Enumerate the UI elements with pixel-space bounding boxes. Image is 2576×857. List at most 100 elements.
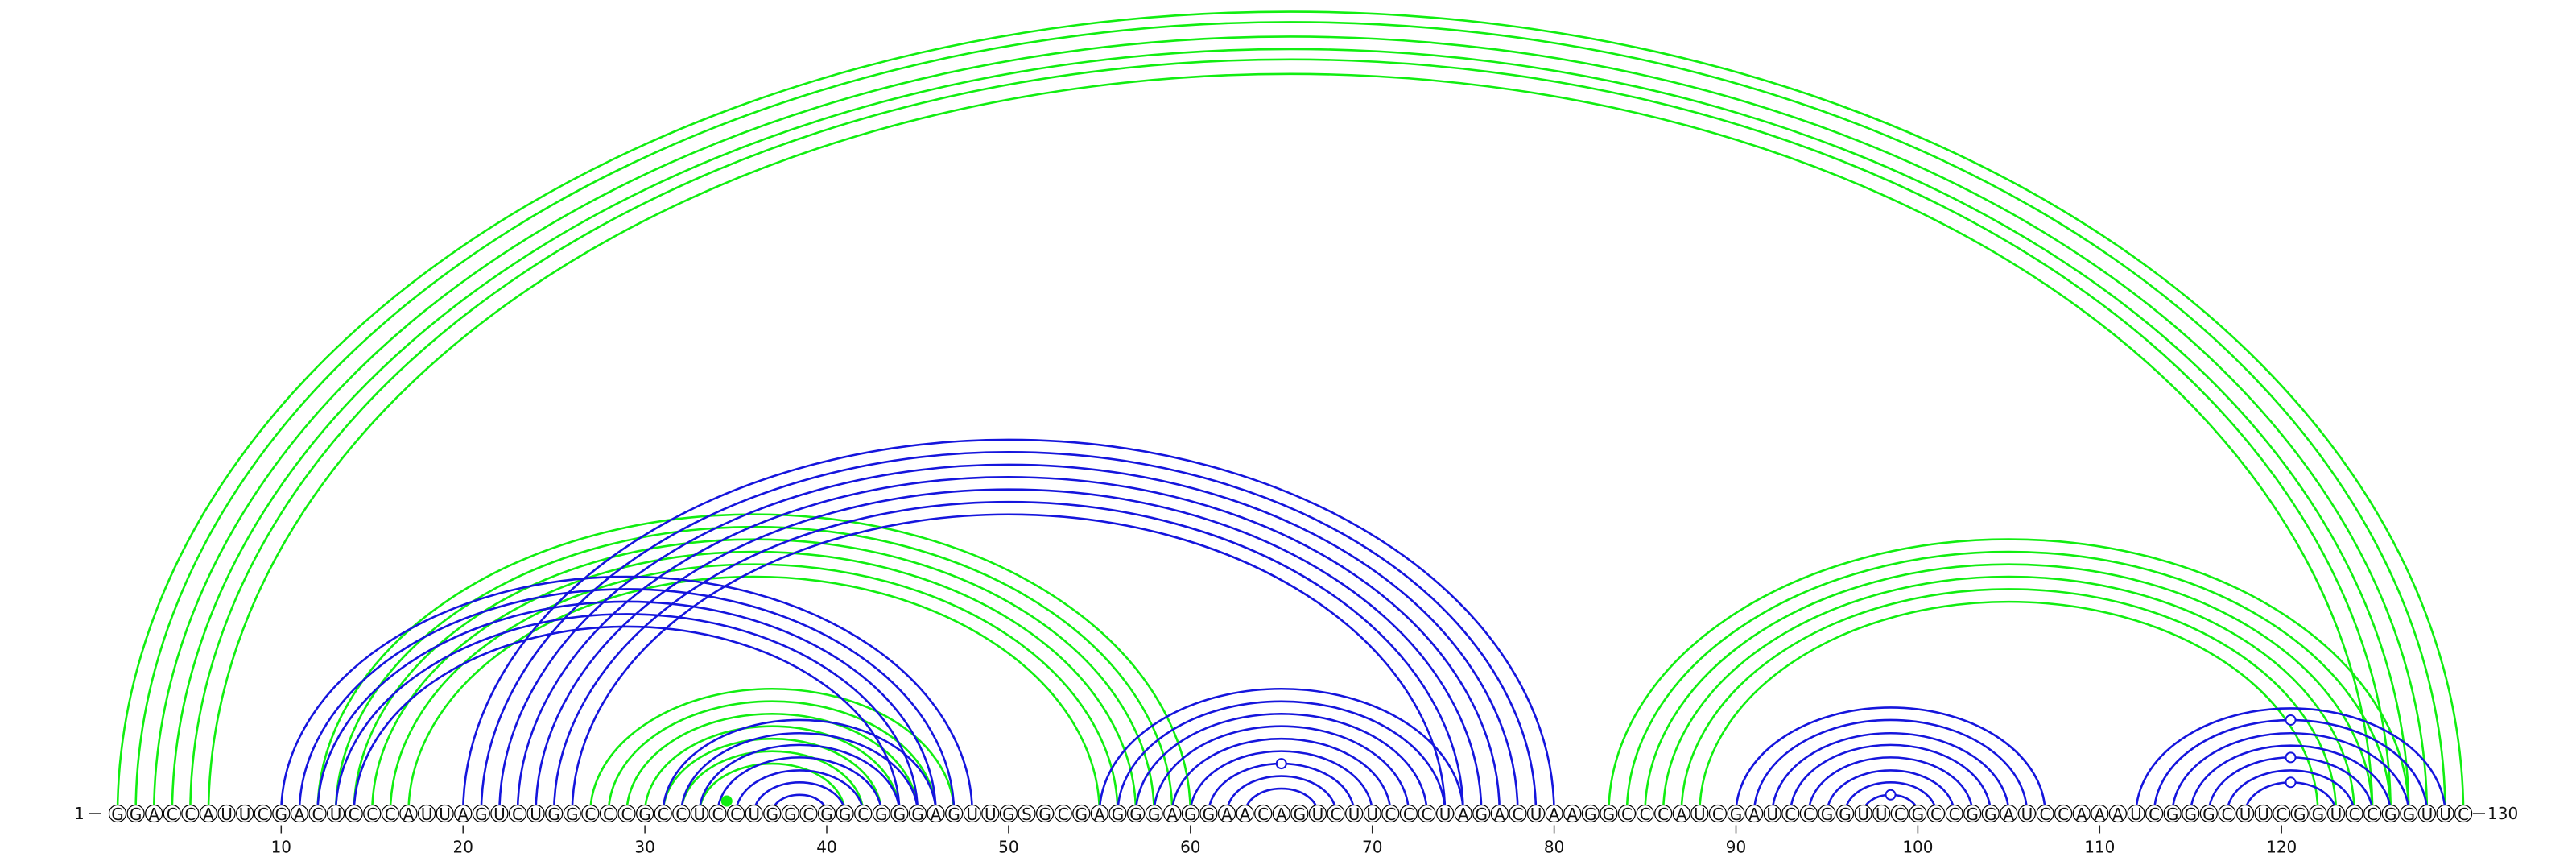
sequence-end-label: 130 [2487, 804, 2518, 823]
nucleotide-12: C [308, 804, 327, 824]
nucleotide-letter: U [985, 805, 997, 824]
nucleotide-13: U [326, 804, 345, 824]
nucleotide-circle [1745, 804, 1764, 823]
nucleotide-circle [1981, 804, 2000, 823]
nucleotide-27: C [581, 804, 600, 824]
blue-arc-63-67 [1244, 787, 1319, 814]
nucleotide-circle [2091, 804, 2109, 823]
nucleotide-letter: G [1112, 805, 1125, 824]
nucleotide-letter: G [2166, 805, 2179, 824]
nucleotide-2: G [126, 804, 145, 824]
nucleotide-8: U [236, 804, 254, 824]
nucleotide-circle [1890, 804, 1909, 823]
nucleotide-circle [436, 804, 454, 823]
nucleotide-circle [145, 804, 163, 823]
nucleotide-circle [563, 804, 581, 823]
axis-label-40: 40 [816, 838, 836, 857]
nucleotide-circle [1454, 804, 1472, 823]
nucleotide-circle [963, 804, 981, 823]
nucleotide-letter: A [148, 805, 159, 824]
nucleotide-circle [1835, 804, 1855, 823]
apex-marker-5 [2285, 751, 2297, 764]
nucleotide-circle [1909, 804, 1927, 823]
nucleotide-letter: C [258, 805, 269, 824]
nucleotide-letter: C [675, 805, 687, 824]
blue-arc-25-75 [552, 500, 1464, 814]
green-arc-16-56 [389, 563, 1119, 814]
nucleotide-letter: C [1712, 805, 1724, 824]
nucleotide-87: A [1672, 804, 1690, 824]
nucleotide-112: U [2127, 804, 2145, 824]
nucleotide-letter: G [820, 805, 833, 824]
nucleotide-84: C [1617, 804, 1637, 824]
nucleotide-36: U [745, 804, 763, 824]
nucleotide-circle [1327, 804, 1345, 823]
green-arc-33-41 [698, 762, 846, 814]
blue-arc-60-70 [1189, 750, 1374, 814]
nucleotide-66: G [1290, 804, 1309, 824]
blue-arc-22-78 [498, 463, 1519, 814]
green-arc-32-42 [679, 750, 865, 814]
nucleotide-11: A [290, 804, 308, 824]
nucleotide-circle [326, 804, 345, 823]
nucleotide-45: G [908, 804, 927, 824]
nucleotide-67: U [1308, 804, 1327, 824]
nucleotide-circle [2436, 804, 2454, 823]
nucleotide-128: U [2417, 804, 2437, 824]
nucleotide-circle [1272, 804, 1290, 823]
nucleotide-letter: U [2130, 805, 2142, 824]
nucleotide-77: A [1490, 804, 1509, 824]
nucleotide-120: C [2273, 804, 2291, 824]
nucleotide-circle [1526, 804, 1546, 823]
nucleotide-letter: C [1894, 805, 1905, 824]
nucleotide-circle [2000, 804, 2018, 823]
nucleotide-circle [1399, 804, 1418, 823]
nucleotide-circle [163, 804, 181, 823]
green-arc-layer [116, 10, 2465, 814]
nucleotide-letter: G [547, 805, 560, 824]
nucleotide-119: U [2254, 804, 2273, 824]
nucleotide-63: A [1236, 804, 1254, 824]
green-arc-12-60 [316, 513, 1192, 814]
nucleotide-circle [654, 804, 672, 823]
nucleotide-circle [2218, 804, 2236, 823]
nucleotide-letter: C [1512, 805, 1523, 824]
blue-arc-94-103 [1807, 756, 1974, 814]
blue-arc-95-102 [1826, 769, 1955, 814]
blue-arc-115-126 [2189, 744, 2392, 814]
nucleotide-circle [1799, 804, 1818, 823]
nucleotide-48: U [963, 804, 981, 824]
nucleotide-letter: G [1476, 805, 1488, 824]
nucleotide-letter: G [1821, 805, 1834, 824]
axis-label-100: 100 [1902, 838, 1933, 857]
nucleotide-81: A [1563, 804, 1582, 824]
axis-label-80: 80 [1544, 838, 1564, 857]
nucleotide-circle [1617, 804, 1637, 823]
nucleotide-73: C [1418, 804, 1436, 824]
nucleotide-circle [2163, 804, 2182, 823]
nucleotide-circle [2017, 804, 2037, 823]
nucleotide-letter: G [894, 805, 906, 824]
nucleotide-circle [1072, 804, 1091, 823]
nucleotide-letter: C [2221, 805, 2232, 824]
nucleotide-circle [254, 804, 272, 823]
nucleotide-letter: A [2094, 805, 2105, 824]
nucleotide-124: C [2345, 804, 2363, 824]
nucleotide-89: C [1708, 804, 1728, 824]
nucleotide-24: U [526, 804, 545, 824]
nucleotide-letter: U [1857, 805, 1869, 824]
nucleotide-circle [1290, 804, 1309, 823]
blue-arc-56-74 [1117, 700, 1447, 814]
blue-arc-24-76 [535, 488, 1483, 814]
nucleotide-letter: U [2021, 805, 2033, 824]
blue-arc-117-124 [2226, 769, 2355, 814]
marker-layer [720, 714, 2297, 807]
nucleotide-letter: U [748, 805, 760, 824]
nucleotide-circle [199, 804, 218, 823]
nucleotide-circle [1054, 804, 1072, 823]
nucleotide-69: U [1345, 804, 1364, 824]
nucleotide-circle [2235, 804, 2255, 823]
axis-label-110: 110 [2084, 838, 2115, 857]
nucleotide-70: U [1363, 804, 1381, 824]
nucleotide-letter: A [403, 805, 415, 824]
